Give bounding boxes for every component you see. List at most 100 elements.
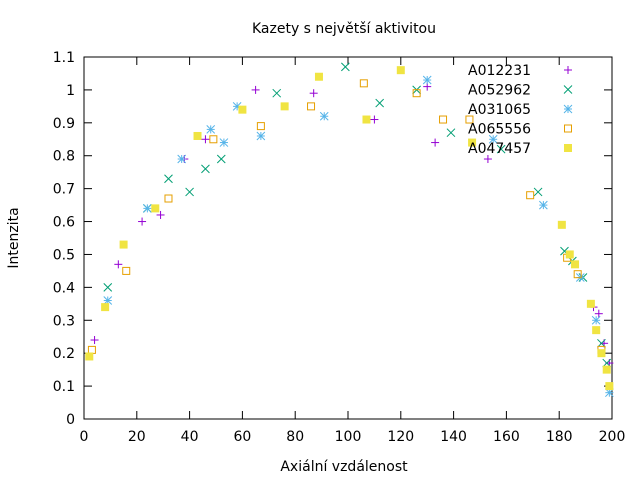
x-tick-label: 0 [80,429,89,445]
legend-label: A065556 [468,122,531,138]
series-A047457 [85,66,614,391]
series-A012231 [90,82,614,368]
data-point [314,72,323,81]
data-point [359,79,368,88]
data-point [87,345,96,354]
data-point [309,89,318,98]
x-tick-label: 60 [233,429,251,445]
y-tick-label: 0.2 [53,346,75,362]
x-axis-title: Axiální vzdálenost [280,459,408,475]
y-tick-label: 0.8 [53,149,75,165]
data-point [412,89,421,98]
data-point [119,240,128,249]
data-point [143,204,152,213]
y-axis-title: Intenzita [6,207,22,268]
x-tick-label: 80 [286,429,304,445]
data-point [156,210,165,219]
data-point [571,260,580,269]
data-point [605,382,614,391]
data-point [594,309,603,318]
legend-item: A065556 [468,122,572,138]
x-tick-label: 20 [128,429,146,445]
data-point [557,220,566,229]
data-point [341,62,350,72]
x-tick-label: 100 [335,429,362,445]
data-point [533,187,543,197]
data-point [370,115,379,124]
data-point [597,349,606,358]
plot-frame [83,56,613,420]
legend-label: A052962 [468,83,531,99]
data-point [362,115,371,124]
x-tick-label: 160 [493,429,520,445]
data-point [206,125,216,134]
data-point [272,88,282,98]
legend-marker [564,124,572,133]
data-point [539,200,548,210]
legend-marker [563,85,573,94]
data-point [216,154,226,164]
x-tick-labels: 0 20 40 60 80 100 120 140 160 180 200 [80,429,626,445]
data-point [90,336,99,345]
series-A031065 [103,75,614,398]
y-tick-label: 1.1 [53,50,75,66]
data-point [396,66,405,75]
data-point [251,85,260,94]
data-point [256,131,266,141]
data-point [375,98,385,108]
axis-ticks [83,56,613,420]
data-point [280,102,289,111]
data-point [602,365,611,374]
data-point [164,174,173,184]
x-tick-label: 140 [440,429,467,445]
legend-marker [564,66,572,74]
data-point [439,115,448,124]
data-point [592,326,601,335]
data-point [122,266,131,275]
data-point [238,105,247,114]
data-point [193,131,202,140]
x-tick-label: 120 [387,429,414,445]
data-point [103,283,113,292]
data-points [85,62,614,398]
data-point [446,128,456,138]
data-point [201,164,210,174]
data-point [526,191,535,200]
legend-label: A047457 [468,141,531,157]
data-point [586,299,595,308]
data-point [422,75,432,85]
data-point [488,134,498,144]
data-point [185,187,194,197]
data-point [565,250,574,259]
data-point [151,204,160,213]
y-tick-labels: 0 0.1 0.2 0.3 0.4 0.5 0.6 0.7 0.8 0.9 1 1.1 [53,50,75,428]
data-point [431,138,440,147]
x-tick-label: 200 [599,429,626,445]
y-tick-label: 1 [66,83,75,99]
legend-label: A012231 [468,63,531,79]
data-point [319,111,329,121]
y-tick-label: 0.5 [53,247,75,263]
y-tick-label: 0 [66,412,75,428]
data-point [101,303,110,312]
data-point [114,260,123,269]
data-point [201,135,210,144]
data-point [256,122,265,131]
legend-item: A012231 [468,63,572,79]
data-point [496,144,506,154]
x-tick-label: 180 [546,429,573,445]
data-point [483,155,492,164]
data-point [219,138,229,147]
legend: A012231 A052962 A031065 A065556 A047457 [468,63,573,157]
series-A052962 [103,62,612,368]
legend-item: A052962 [468,83,573,99]
legend-marker [563,104,573,114]
data-point [177,154,187,164]
legend-item: A031065 [468,102,573,118]
y-tick-label: 0.7 [53,182,75,198]
legend-marker [564,144,572,152]
y-tick-label: 0.9 [53,116,75,132]
data-point [138,217,147,226]
data-point [164,194,173,203]
